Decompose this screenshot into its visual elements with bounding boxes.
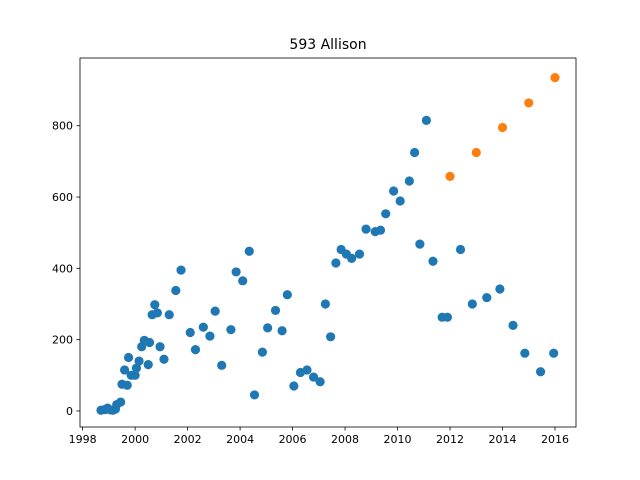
series-1-point <box>238 276 248 286</box>
series-1-point <box>217 360 227 370</box>
y-tick-label: 400 <box>52 262 73 275</box>
series-1-point <box>134 356 144 366</box>
series-1-point <box>120 365 130 375</box>
series-1-point <box>205 331 215 341</box>
series-1-point <box>159 354 169 364</box>
series-1-point <box>123 352 134 363</box>
series-1-point <box>143 360 153 370</box>
series-1-point <box>270 305 281 316</box>
series-1-point <box>467 299 477 309</box>
series-1-point <box>442 312 453 322</box>
series-2-point <box>524 98 534 108</box>
x-tick-label: 2016 <box>541 433 569 446</box>
y-tick-label: 800 <box>52 120 73 133</box>
series-2-point <box>497 122 508 133</box>
series-1-point <box>226 325 236 335</box>
series-1-point <box>428 256 438 266</box>
series-1-point <box>282 290 292 300</box>
series-1-point <box>482 292 492 303</box>
series-1-point <box>144 337 155 348</box>
x-tick-label: 1998 <box>69 433 97 446</box>
data-points <box>96 73 560 415</box>
series-2-point <box>445 171 455 181</box>
x-axis: 1998 2000 2002 2004 2006 2008 2010 2012 2014 2016 <box>69 427 569 446</box>
series-1-point <box>210 306 220 316</box>
x-tick-label: 2008 <box>331 433 359 446</box>
series-1-point <box>116 397 126 407</box>
series-2-point <box>471 147 481 158</box>
series-2-point <box>550 73 560 83</box>
plot-frame <box>79 57 577 428</box>
x-tick-label: 2002 <box>174 433 202 446</box>
x-tick-label: 2004 <box>226 433 254 446</box>
series-1-point <box>354 249 365 259</box>
y-tick-label: 600 <box>52 191 73 204</box>
series-1-point <box>289 381 299 391</box>
series-1-point <box>263 323 273 333</box>
series-1-point <box>395 196 405 206</box>
chart-title: 593 Allison <box>289 37 366 53</box>
series-1-point <box>131 363 142 373</box>
series-1-point <box>549 348 559 358</box>
series-1-point <box>508 320 518 330</box>
series-1-point <box>150 300 160 310</box>
series-1-point <box>375 225 386 235</box>
series-1-point <box>122 380 132 390</box>
x-tick-label: 2006 <box>279 433 307 446</box>
x-tick-label: 2012 <box>436 433 464 446</box>
series-1-point <box>331 258 341 268</box>
series-1-point <box>315 377 325 387</box>
series-1-point <box>257 347 267 357</box>
series-1-point <box>244 246 254 256</box>
series-1-point <box>381 209 391 219</box>
series-1-point <box>415 239 425 249</box>
series-1-point <box>455 244 466 255</box>
series-1-point <box>231 267 241 277</box>
series-1-point <box>198 322 208 332</box>
series-1-point <box>302 365 312 375</box>
series-1-point <box>520 348 530 358</box>
series-1-point <box>495 284 505 294</box>
series-1-point <box>404 176 414 186</box>
series-1-point <box>130 370 140 380</box>
series-1-point <box>164 310 174 320</box>
series-1-point <box>171 285 181 296</box>
series-1-point <box>535 367 546 377</box>
series-1-point <box>190 345 201 355</box>
series-1-point <box>155 342 165 352</box>
series-1-point <box>410 147 420 158</box>
series-1-point <box>389 186 399 196</box>
series-1-point <box>361 224 371 234</box>
y-tick-label: 200 <box>52 334 73 347</box>
x-tick-label: 2000 <box>121 433 149 446</box>
x-tick-label: 2014 <box>489 433 517 446</box>
series-1-point <box>185 327 195 338</box>
y-tick-label: 0 <box>66 405 73 418</box>
series-1-point <box>308 372 319 382</box>
series-1-point <box>326 332 336 342</box>
y-axis: 0 200 400 600 800 <box>52 120 80 418</box>
series-1-point <box>249 390 260 400</box>
series-1-point <box>421 115 432 125</box>
series-1-point <box>277 326 287 336</box>
series-1-point <box>320 299 330 309</box>
series-1-point <box>176 265 186 275</box>
x-tick-label: 2010 <box>384 433 412 446</box>
series-1-point <box>347 253 357 263</box>
series-1-point <box>152 308 163 318</box>
